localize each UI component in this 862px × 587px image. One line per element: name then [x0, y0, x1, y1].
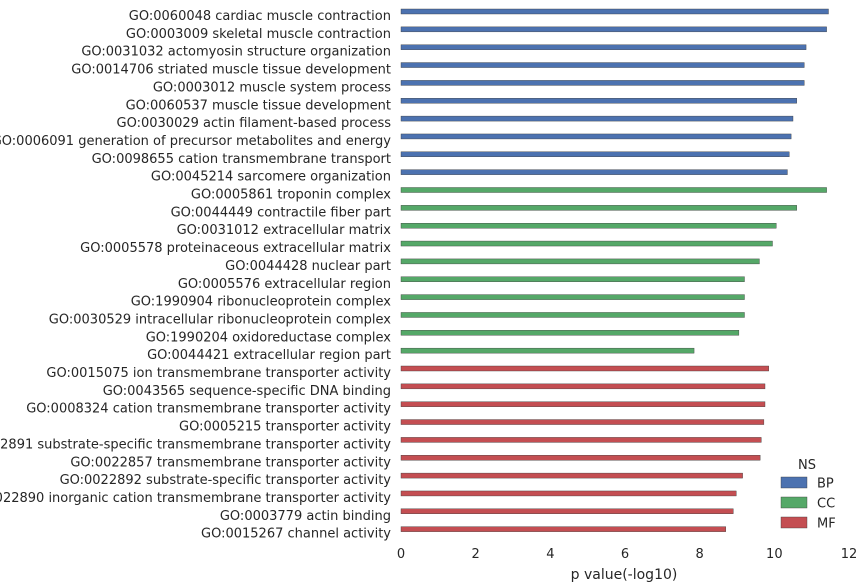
legend-swatch-cc	[780, 496, 808, 509]
bar-cc-9	[400, 347, 695, 354]
category-label: GO:0044421 extracellular region part	[147, 348, 391, 363]
legend-swatch-bp	[780, 476, 808, 489]
bar-bp-7	[400, 133, 792, 140]
bar-bp-6	[400, 115, 794, 122]
category-label: GO:0015267 channel activity	[201, 527, 391, 542]
category-label: GO:0022857 transmembrane transporter act…	[70, 455, 391, 470]
category-label: GO:0014706 striated muscle tissue develo…	[71, 63, 391, 78]
bar-bp-1	[400, 26, 827, 33]
category-label: GO:0005861 troponin complex	[191, 188, 391, 203]
category-label: GO:0005215 transporter activity	[179, 420, 391, 435]
category-label: GO:0044449 contractile fiber part	[171, 205, 391, 220]
category-label: GO:0060537 muscle tissue development	[126, 98, 391, 113]
bar-cc-6	[400, 294, 745, 300]
x-axis-label: p value(-log10)	[571, 567, 678, 583]
category-label: GO:0043565 sequence-specific DNA binding	[103, 384, 391, 399]
bar-bp-9	[400, 169, 788, 175]
category-label: GO:0022892 substrate-specific transporte…	[60, 473, 392, 488]
x-tick-label: 6	[621, 547, 629, 562]
legend-label-bp: BP	[817, 477, 834, 492]
legend: NS BP CC MF	[780, 458, 836, 532]
bar-mf-9	[400, 526, 726, 532]
bar-cc-8	[400, 330, 740, 336]
category-label: GO:0045214 sarcomere organization	[151, 170, 391, 185]
category-label: GO:0022890 inorganic cation transmembran…	[0, 491, 391, 506]
bar-bp-8	[400, 151, 790, 158]
category-labels: GO:0060048 cardiac muscle contraction GO:…	[0, 9, 391, 542]
bar-mf-1	[400, 383, 766, 390]
category-label: GO:1990904 ribonucleoprotein complex	[131, 295, 392, 310]
bar-bp-0	[400, 8, 829, 15]
x-tick-label: 0	[397, 547, 405, 562]
category-label: GO:0015075 ion transmembrane transporter…	[46, 366, 391, 381]
category-label: GO:0022891 substrate-specific transmembr…	[0, 437, 391, 452]
category-label: GO:0003779 actin binding	[220, 509, 391, 524]
bar-cc-0	[400, 187, 827, 193]
legend-swatch-mf	[780, 516, 808, 529]
category-label: GO:0031012 extracellular matrix	[177, 223, 392, 238]
category-label: GO:1990204 oxidoreductase complex	[146, 330, 392, 345]
x-tick-label: 10	[766, 547, 783, 562]
bar-bp-2	[400, 44, 807, 50]
bar-mf-3	[400, 419, 765, 425]
x-tick-label: 2	[472, 547, 480, 562]
category-label: GO:0031032 actomyosin structure organiza…	[81, 45, 391, 60]
bar-mf-2	[400, 401, 766, 407]
bar-mf-7	[400, 490, 737, 497]
x-axis-ticks: 0 2 4 6 8 10 12	[397, 547, 857, 562]
category-label: GO:0006091 generation of precursor metab…	[0, 134, 391, 149]
bar-mf-8	[400, 508, 734, 514]
legend-title: NS	[798, 458, 816, 473]
category-label: GO:0060048 cardiac muscle contraction	[129, 9, 391, 24]
bar-cc-4	[400, 258, 760, 265]
bar-cc-1	[400, 205, 797, 211]
legend-label-mf: MF	[817, 517, 836, 532]
category-label: GO:0030529 intracellular ribonucleoprote…	[49, 312, 392, 327]
bar-mf-0	[400, 365, 769, 372]
x-tick-label: 4	[546, 547, 554, 562]
category-label: GO:0030029 actin filament-based process	[117, 116, 392, 131]
bar-cc-5	[400, 276, 745, 282]
bar-mf-5	[400, 455, 761, 461]
category-label: GO:0008324 cation transmembrane transpor…	[26, 402, 391, 417]
bar-bp-5	[400, 98, 797, 104]
x-tick-label: 8	[696, 547, 704, 562]
bar-cc-2	[400, 222, 777, 229]
category-label: GO:0003009 skeletal muscle contraction	[126, 27, 391, 42]
category-label: GO:0098655 cation transmembrane transpor…	[92, 152, 391, 167]
bar-bp-3	[400, 62, 805, 68]
bar-cc-7	[400, 312, 745, 318]
category-label: GO:0005578 proteinaceous extracellular m…	[80, 241, 391, 256]
bar-bp-4	[400, 80, 805, 86]
bar-mf-6	[400, 472, 743, 479]
bar-cc-3	[400, 240, 773, 247]
x-tick-label: 12	[841, 547, 858, 562]
category-label: GO:0005576 extracellular region	[178, 277, 391, 292]
bar-mf-4	[400, 437, 762, 443]
category-label: GO:0003012 muscle system process	[153, 80, 391, 95]
legend-label-cc: CC	[817, 497, 835, 512]
category-label: GO:0044428 nuclear part	[225, 259, 391, 274]
bars-group	[400, 8, 829, 532]
legend-entries: BP CC MF	[780, 476, 836, 532]
